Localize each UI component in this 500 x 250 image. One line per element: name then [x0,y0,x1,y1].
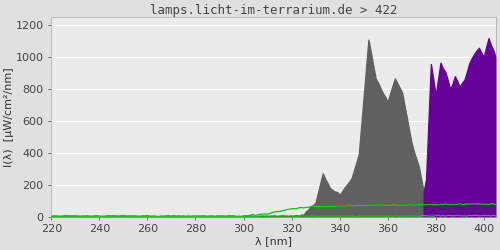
Title: lamps.licht-im-terrarium.de > 422: lamps.licht-im-terrarium.de > 422 [150,4,398,17]
Y-axis label: I(λ)  [μW/cm²/nm]: I(λ) [μW/cm²/nm] [4,67,14,167]
X-axis label: λ [nm]: λ [nm] [255,236,292,246]
